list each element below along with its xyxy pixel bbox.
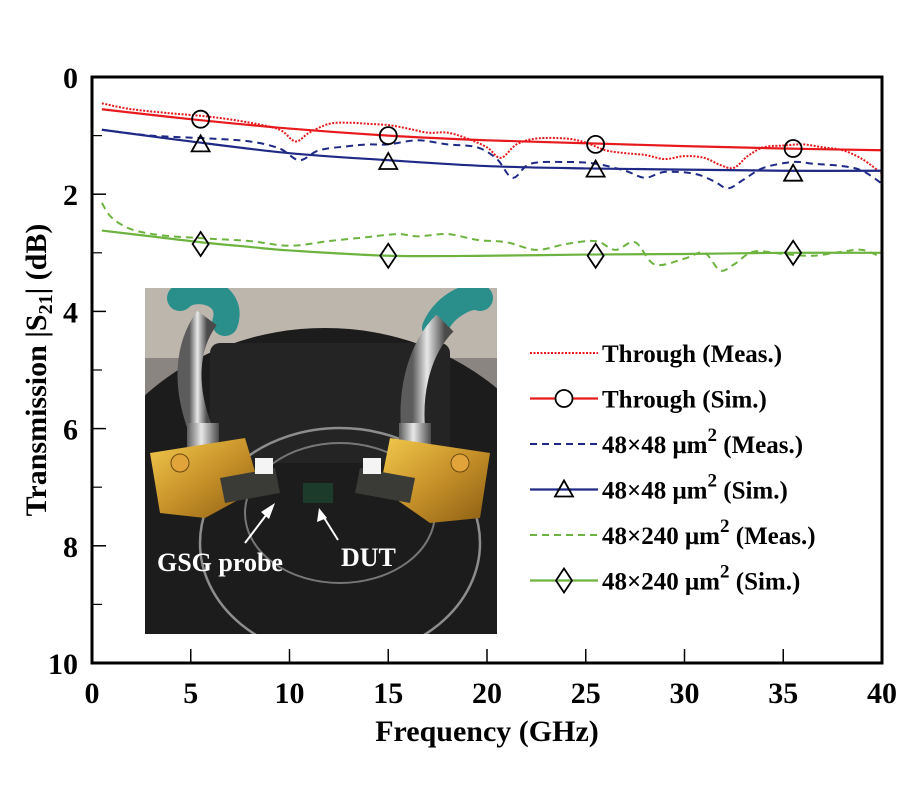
y-axis-title-suffix: | (dB) — [20, 224, 53, 295]
legend-triangle-marker — [553, 478, 575, 498]
circle-marker-through-sim — [586, 134, 606, 154]
diamond-marker-48x240-sim — [586, 242, 605, 270]
legend: Through (Meas.)Through (Sim.)48×48 μm2 (… — [530, 341, 816, 596]
y-tick-label: 0 — [63, 62, 78, 95]
series-line-through-meas — [101, 102, 883, 175]
legend-label-main: 48×240 μm — [602, 569, 720, 596]
legend-circle-marker — [554, 389, 574, 408]
legend-label: 48×48 μm2 (Sim.) — [602, 471, 788, 505]
arrow-dut-head — [317, 508, 327, 522]
legend-label: 48×240 μm2 (Sim.) — [602, 562, 800, 596]
photo-label-dut: DUT — [341, 543, 396, 572]
x-tick-label: 10 — [275, 677, 305, 710]
legend-label-superscript: 2 — [720, 516, 730, 537]
y-tick-label: 10 — [48, 648, 78, 681]
series-layer — [101, 102, 883, 272]
inset-photo: GSG probe DUT — [145, 288, 497, 634]
legend-label: 48×48 μm2 (Meas.) — [602, 425, 803, 459]
dut-chip — [303, 483, 333, 503]
x-tick-label: 20 — [472, 677, 502, 710]
diamond-marker-48x240-sim — [191, 230, 210, 258]
y-axis-title-prefix: Transmission |S — [20, 314, 53, 516]
triangle-marker-48x48-sim — [190, 133, 212, 153]
arrow-dut — [322, 515, 339, 541]
arrow-gsg-head — [261, 503, 275, 519]
triangle-marker-48x48-sim — [782, 162, 804, 182]
marker-layer — [190, 109, 804, 270]
y-tick-label: 4 — [63, 296, 78, 329]
x-axis-title: Frequency (GHz) — [375, 715, 599, 748]
legend-label-main: 48×48 μm — [602, 432, 708, 459]
wire-ring — [198, 426, 482, 634]
legend-item-48x240-meas: 48×240 μm2 (Meas.) — [530, 516, 816, 550]
y-axis-title: Transmission |S21| (dB) — [20, 224, 57, 517]
y-tick-label: 2 — [63, 179, 78, 212]
legend-item-through-sim: Through (Sim.) — [530, 387, 767, 414]
legend-label: Through (Meas.) — [602, 341, 782, 368]
teal-cable-left — [167, 288, 240, 336]
series-line-48x240-meas — [101, 202, 883, 272]
x-tick-label: 5 — [183, 677, 198, 710]
x-tick-label: 15 — [373, 677, 403, 710]
probe-tip-left — [220, 468, 280, 503]
legend-label-suffix: (Meas.) — [717, 432, 803, 459]
probe-port-right — [450, 453, 470, 473]
probe-port-left — [170, 453, 190, 473]
legend-label-suffix: (Sim.) — [717, 478, 788, 505]
legend-item-48x48-sim: 48×48 μm2 (Sim.) — [530, 471, 788, 505]
triangle-marker-48x48-sim — [377, 151, 399, 170]
legend-label-superscript: 2 — [708, 425, 718, 446]
series-line-48x48-meas — [101, 128, 883, 190]
axis-ticks: 0 5 10 15 20 25 30 35 40 0 2 4 6 8 10 — [48, 62, 897, 710]
legend-label-main: 48×240 μm — [602, 523, 720, 550]
chuck-plate — [210, 343, 450, 463]
legend-item-through-meas: Through (Meas.) — [530, 341, 782, 368]
series-line-through-sim — [101, 108, 883, 152]
photo-label-gsg-probe: GSG probe — [157, 548, 283, 577]
x-tick-label: 40 — [867, 677, 897, 710]
series-line-48x48-sim — [101, 128, 883, 172]
legend-label: 48×240 μm2 (Meas.) — [602, 516, 816, 550]
legend-label: Through (Sim.) — [602, 387, 767, 414]
inset-photo-content: GSG probe DUT — [145, 288, 497, 634]
legend-label-superscript: 2 — [708, 471, 718, 492]
steel-pipe-left — [177, 310, 218, 433]
probe-tip-right — [355, 468, 415, 503]
circle-marker-through-sim — [191, 109, 211, 129]
diamond-marker-48x240-sim — [784, 239, 803, 267]
legend-label-superscript: 2 — [720, 562, 730, 583]
legend-label-main: 48×48 μm — [602, 478, 708, 505]
triangle-marker-48x48-sim — [585, 158, 607, 178]
legend-item-48x240-sim: 48×240 μm2 (Sim.) — [530, 562, 800, 596]
y-axis-title-subscript: 21 — [35, 294, 57, 314]
diamond-marker-48x240-sim — [379, 242, 398, 270]
probe-label-left — [255, 458, 273, 474]
legend-diamond-marker — [554, 566, 574, 595]
legend-item-48x48-meas: 48×48 μm2 (Meas.) — [530, 425, 803, 459]
x-tick-label: 0 — [85, 677, 100, 710]
legend-label-suffix: (Meas.) — [730, 523, 816, 550]
y-tick-label: 6 — [63, 414, 78, 447]
circle-marker-through-sim — [783, 139, 803, 158]
circle-marker-through-sim — [378, 126, 398, 146]
y-tick-label: 8 — [63, 531, 78, 564]
x-tick-label: 35 — [768, 677, 798, 710]
series-line-48x240-sim — [101, 229, 883, 258]
probe-label-right — [363, 458, 381, 474]
x-tick-label: 25 — [571, 677, 601, 710]
x-tick-label: 30 — [670, 677, 700, 710]
legend-label-suffix: (Sim.) — [730, 569, 801, 596]
steel-pipe-right — [400, 314, 454, 429]
